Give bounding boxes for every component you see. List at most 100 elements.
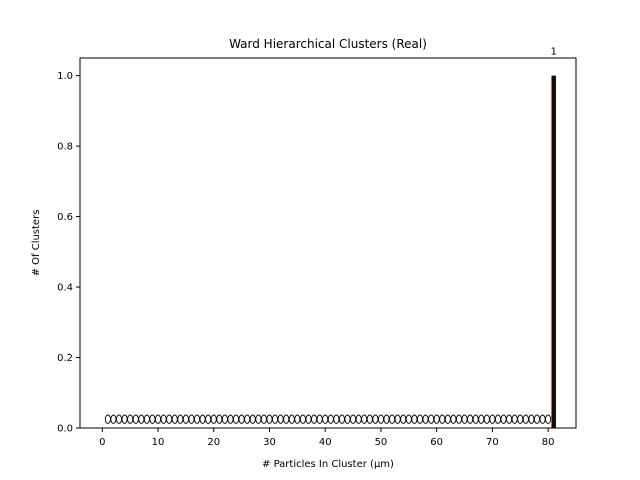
x-tick-label: 70 (486, 437, 499, 448)
zero-marker (115, 414, 123, 424)
zero-marker (227, 414, 234, 424)
zero-marker (545, 414, 552, 424)
zero-marker (283, 414, 290, 424)
zero-marker (528, 414, 535, 424)
zero-marker (517, 414, 524, 424)
zero-marker (400, 414, 407, 424)
x-axis-ticks: 0 10 20 30 40 50 60 70 80 (99, 428, 555, 448)
zero-marker (288, 414, 295, 424)
chart-title: Ward Hierarchical Clusters (Real) (229, 37, 427, 51)
y-tick-label: 0.4 (57, 283, 73, 294)
zero-marker (249, 414, 256, 424)
zero-marker (199, 414, 206, 424)
zero-marker (472, 414, 479, 424)
bar-group: 1 (551, 47, 557, 429)
zero-marker (238, 414, 245, 424)
zero-marker (483, 414, 490, 424)
zero-marker (193, 414, 201, 424)
zero-marker (478, 414, 485, 424)
zero-marker (489, 414, 496, 424)
x-tick-label: 60 (430, 437, 443, 448)
zero-marker (221, 414, 228, 424)
zero-marker (394, 414, 401, 424)
zero-marker (160, 414, 167, 424)
x-tick-label: 0 (99, 437, 105, 448)
zero-marker-group (104, 414, 552, 424)
zero-marker (154, 414, 162, 424)
zero-marker (539, 414, 546, 424)
zero-marker (322, 414, 329, 424)
zero-marker (389, 414, 396, 424)
bar-value-label: 1 (551, 47, 557, 58)
y-axis-label: # Of Clusters (31, 210, 42, 277)
zero-marker (255, 414, 262, 424)
zero-marker (177, 414, 184, 424)
y-tick-label: 0.0 (57, 424, 73, 435)
zero-marker (416, 414, 424, 424)
zero-marker (121, 414, 128, 424)
zero-marker (205, 414, 212, 424)
zero-marker (500, 414, 507, 424)
zero-marker (355, 414, 362, 424)
zero-marker (338, 414, 345, 424)
zero-marker (171, 414, 178, 424)
x-tick-label: 20 (207, 437, 220, 448)
zero-marker (216, 414, 223, 424)
zero-marker (461, 414, 468, 424)
zero-marker (149, 414, 156, 424)
x-tick-label: 10 (152, 437, 165, 448)
bar (551, 75, 556, 429)
x-tick-label: 50 (375, 437, 388, 448)
zero-marker (428, 414, 435, 424)
zero-marker (210, 414, 217, 424)
zero-marker (277, 414, 284, 424)
zero-marker (444, 414, 451, 424)
x-tick-label: 80 (542, 437, 555, 448)
plot-frame (79, 57, 577, 429)
zero-marker (104, 414, 111, 424)
y-tick-label: 0.8 (57, 142, 73, 153)
zero-marker (244, 414, 251, 424)
zero-marker (361, 414, 368, 424)
zero-marker (506, 414, 513, 424)
zero-marker (260, 414, 267, 424)
zero-marker (383, 414, 390, 424)
zero-marker (455, 414, 463, 424)
zero-marker (143, 414, 150, 424)
zero-marker (333, 414, 340, 424)
x-tick-label: 30 (263, 437, 276, 448)
zero-marker (494, 414, 502, 424)
zero-marker (305, 414, 312, 424)
zero-marker (316, 414, 323, 424)
zero-marker (467, 414, 474, 424)
zero-marker (188, 414, 195, 424)
zero-marker (299, 414, 306, 424)
zero-marker (511, 414, 518, 424)
zero-marker (377, 414, 384, 424)
zero-marker (166, 414, 173, 424)
zero-marker (311, 414, 318, 424)
zero-marker (350, 414, 357, 424)
zero-marker (110, 414, 117, 424)
y-tick-label: 0.6 (57, 212, 73, 223)
zero-marker (522, 414, 529, 424)
zero-marker (533, 414, 541, 424)
zero-marker (411, 414, 418, 424)
zero-marker (132, 414, 139, 424)
y-axis-ticks: 0.0 0.2 0.4 0.6 0.8 1.0 (57, 71, 80, 435)
zero-marker (272, 414, 279, 424)
zero-marker (450, 414, 457, 424)
x-tick-label: 40 (319, 437, 332, 448)
zero-marker (422, 414, 429, 424)
zero-marker (366, 414, 373, 424)
y-tick-label: 0.2 (57, 353, 73, 364)
zero-marker (405, 414, 412, 424)
zero-marker (433, 414, 440, 424)
zero-marker (344, 414, 351, 424)
y-tick-label: 1.0 (57, 71, 73, 82)
zero-marker (138, 414, 145, 424)
x-axis-label: # Particles In Cluster (µm) (262, 459, 394, 470)
zero-marker (127, 414, 134, 424)
zero-marker (327, 414, 334, 424)
